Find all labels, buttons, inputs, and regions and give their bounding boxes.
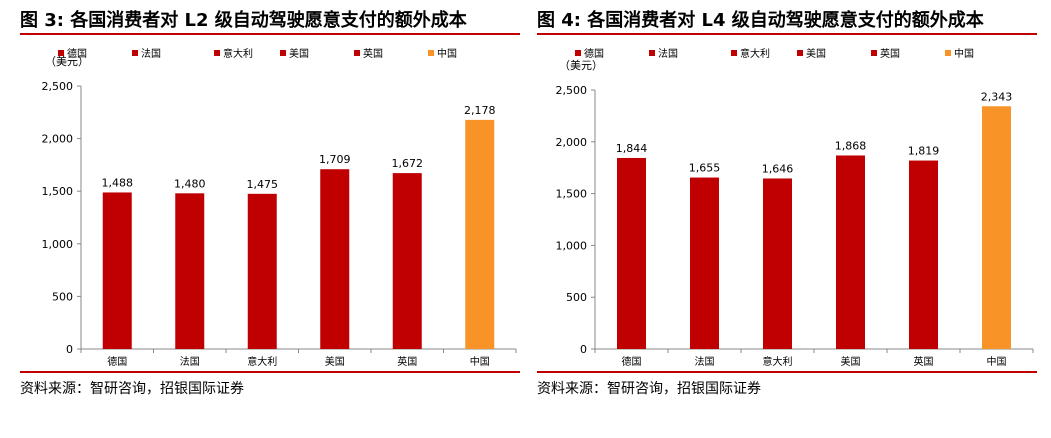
bar-value-label: 1,844	[616, 142, 648, 155]
legend-label: 德国	[584, 47, 604, 60]
legend-swatch	[58, 50, 64, 56]
x-category-label: 意大利	[763, 355, 793, 368]
figure-4-title: 图 4: 各国消费者对 L4 级自动驾驶愿意支付的额外成本	[537, 10, 984, 31]
figure-4-source: 资料来源：智研咨询，招银国际证券	[537, 381, 761, 397]
legend-swatch	[428, 50, 434, 56]
legend-swatch	[132, 50, 138, 56]
y-unit-label: （美元）	[45, 55, 89, 68]
bar	[465, 119, 495, 350]
legend-label: 德国	[67, 47, 87, 60]
legend-swatch	[797, 50, 803, 56]
figure-4-bottom-rule	[537, 371, 1037, 373]
y-tick-label: 0	[66, 343, 73, 356]
figure-4-chart: 德国 法国 意大利 美国 英国 中国（美元）05001,0001,5002,0002,50…	[556, 47, 1034, 368]
legend-label: 英国	[363, 47, 383, 60]
x-category-label: 中国	[987, 355, 1007, 368]
y-unit-label: （美元）	[559, 59, 603, 72]
y-tick-label: 2,500	[556, 84, 588, 97]
x-category-label: 法国	[695, 355, 715, 368]
figure-3-bottom-rule	[20, 371, 520, 373]
legend-label: 美国	[806, 47, 826, 60]
x-category-label: 美国	[841, 355, 861, 368]
x-category-label: 德国	[622, 355, 642, 368]
legend-swatch	[214, 50, 220, 56]
figure-3-chart: 德国 法国 意大利 美国 英国 中国（美元）05001,0001,5002,0002,50…	[42, 47, 517, 368]
legend-swatch	[280, 50, 286, 56]
figure-4-title-rule	[537, 33, 1037, 35]
bar	[247, 193, 277, 349]
figure-3-title: 图 3: 各国消费者对 L2 级自动驾驶愿意支付的额外成本	[20, 10, 467, 31]
legend-swatch	[945, 50, 951, 56]
legend-swatch	[731, 50, 737, 56]
x-category-label: 法国	[180, 355, 200, 368]
figure-3-source: 资料来源：智研咨询，招银国际证券	[20, 381, 244, 397]
legend-swatch	[354, 50, 360, 56]
bar-value-label: 1,709	[319, 153, 351, 166]
y-tick-label: 1,500	[42, 185, 74, 198]
bar-value-label: 1,655	[689, 162, 721, 175]
figure-3-title-rule	[20, 33, 520, 35]
y-tick-label: 0	[580, 343, 587, 356]
x-category-label: 中国	[470, 355, 490, 368]
bar	[617, 157, 646, 349]
legend-label: 意大利	[740, 47, 770, 60]
bar-value-label: 1,480	[174, 177, 206, 190]
bar	[982, 106, 1011, 349]
figure-4-panel: 图 4: 各国消费者对 L4 级自动驾驶愿意支付的额外成本 德国 法国 意大利 美国英…	[537, 0, 1037, 438]
x-category-label: 美国	[325, 355, 345, 368]
bar	[909, 160, 938, 349]
bar-value-label: 1,672	[392, 157, 424, 170]
bar-value-label: 1,475	[247, 178, 279, 191]
y-tick-label: 2,000	[42, 133, 74, 146]
legend-label: 法国	[141, 47, 161, 60]
legend-label: 意大利	[223, 47, 253, 60]
y-tick-label: 1,000	[556, 239, 588, 252]
legend-swatch	[871, 50, 877, 56]
x-category-label: 英国	[397, 355, 417, 368]
figure-3-panel: 图 3: 各国消费者对 L2 级自动驾驶愿意支付的额外成本 德国 法国 意大利 美国英…	[20, 0, 520, 438]
bar	[175, 193, 205, 349]
y-tick-label: 1,000	[42, 238, 74, 251]
legend-swatch	[575, 50, 581, 56]
x-category-label: 意大利	[247, 355, 277, 368]
legend-label: 中国	[437, 47, 457, 60]
legend-label: 中国	[954, 47, 974, 60]
bar-value-label: 1,646	[762, 162, 794, 175]
bar	[836, 155, 865, 349]
legend-label: 法国	[658, 47, 678, 60]
bar	[102, 192, 132, 349]
bar-value-label: 1,868	[835, 139, 867, 152]
y-tick-label: 1,500	[556, 188, 588, 201]
bar	[763, 178, 792, 349]
bar	[690, 177, 719, 349]
x-category-label: 英国	[914, 355, 934, 368]
y-tick-label: 500	[566, 291, 587, 304]
y-tick-label: 2,000	[556, 136, 588, 149]
bar	[320, 169, 350, 349]
legend-label: 英国	[880, 47, 900, 60]
y-tick-label: 500	[52, 290, 73, 303]
bar-value-label: 1,488	[102, 176, 134, 189]
legend-swatch	[649, 50, 655, 56]
y-tick-label: 2,500	[42, 80, 74, 93]
legend-label: 美国	[289, 47, 309, 60]
x-category-label: 德国	[107, 355, 127, 368]
bar	[392, 173, 422, 349]
bar-value-label: 2,178	[464, 104, 496, 117]
bar-value-label: 2,343	[981, 90, 1013, 103]
bar-value-label: 1,819	[908, 145, 940, 158]
